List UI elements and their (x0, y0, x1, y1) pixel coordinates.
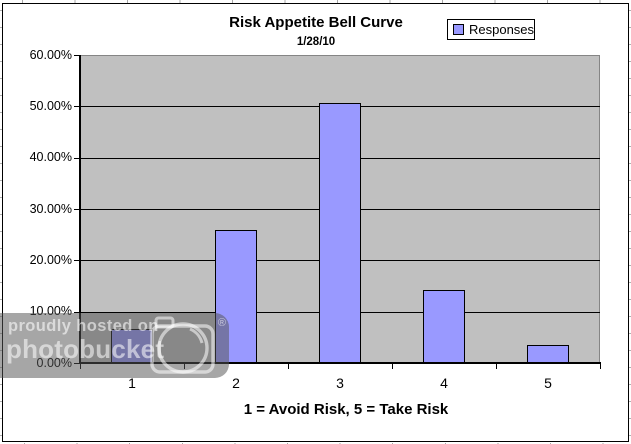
y-axis-line (79, 55, 81, 364)
legend-swatch-icon (453, 24, 464, 35)
x-axis-tick-label: 1 (128, 375, 136, 391)
legend-label: Responses (469, 21, 535, 37)
x-axis-tick (496, 363, 497, 369)
x-axis-tick-label: 5 (544, 375, 552, 391)
chart-title: Risk Appetite Bell Curve (229, 14, 403, 31)
x-axis-title: 1 = Avoid Risk, 5 = Take Risk (243, 401, 449, 418)
bar-category-4[interactable] (423, 290, 465, 363)
x-axis-tick-label: 4 (440, 375, 448, 391)
y-axis-tick (74, 55, 80, 56)
bar-category-5[interactable] (527, 345, 569, 363)
x-axis-tick (392, 363, 393, 369)
y-axis-tick-label: 60.00% (29, 47, 72, 62)
y-axis-tick (74, 260, 80, 262)
y-axis-tick (74, 106, 80, 108)
spreadsheet-gridmarks-bottom (0, 442, 631, 444)
y-axis-tick-label: 40.00% (29, 150, 72, 165)
y-axis-tick (74, 157, 80, 159)
bar-category-3[interactable] (319, 103, 361, 363)
y-axis-tick-label: 20.00% (29, 252, 72, 267)
x-axis-tick (288, 363, 289, 369)
spreadsheet-gridmarks-top (0, 0, 631, 3)
photobucket-watermark: proudly hosted on photobucket ® (0, 312, 229, 378)
watermark-brand: photobucket (6, 333, 165, 364)
chart-subtitle: 1/28/10 (296, 36, 336, 48)
x-axis-line (79, 362, 601, 364)
spreadsheet-gridmarks-right (629, 3, 631, 440)
legend[interactable]: Responses (447, 19, 535, 40)
x-axis-tick-label: 3 (336, 375, 344, 391)
y-axis-tick (74, 311, 80, 313)
y-axis-tick-label: 30.00% (29, 201, 72, 216)
watermark-tagline: proudly hosted on (8, 316, 159, 335)
spreadsheet-gridmarks-left (0, 3, 2, 440)
camera-icon (150, 316, 215, 374)
y-axis-tick-label: 50.00% (29, 98, 72, 113)
x-axis-tick-label: 2 (232, 375, 240, 391)
y-axis-tick (74, 209, 80, 210)
x-axis-tick (600, 363, 601, 369)
registered-trademark-symbol: ® (217, 316, 226, 329)
